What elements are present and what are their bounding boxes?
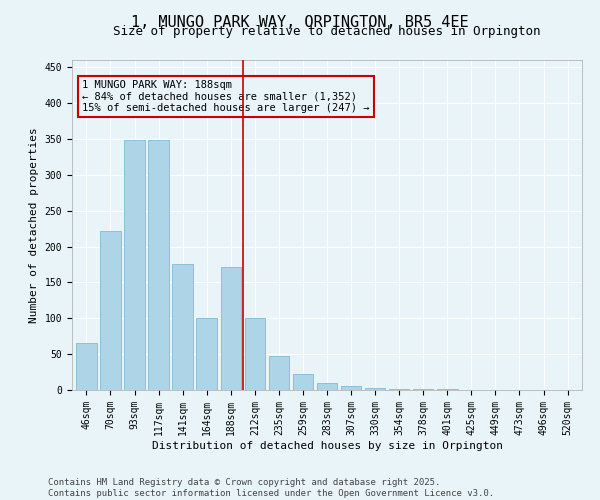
Bar (124, 140, 145, 390)
Bar (269, 356, 289, 390)
Bar (293, 374, 313, 390)
Bar (100, 230, 121, 390)
X-axis label: Distribution of detached houses by size in Orpington: Distribution of detached houses by size … (151, 440, 503, 450)
Y-axis label: Number of detached properties: Number of detached properties (29, 127, 39, 323)
Bar (389, 388, 409, 390)
Bar (245, 318, 265, 390)
Text: Contains HM Land Registry data © Crown copyright and database right 2025.
Contai: Contains HM Land Registry data © Crown c… (48, 478, 494, 498)
Text: 1 MUNGO PARK WAY: 188sqm
← 84% of detached houses are smaller (1,352)
15% of sem: 1 MUNGO PARK WAY: 188sqm ← 84% of detach… (82, 80, 370, 113)
Text: 1, MUNGO PARK WAY, ORPINGTON, BR5 4EE: 1, MUNGO PARK WAY, ORPINGTON, BR5 4EE (131, 15, 469, 30)
Bar (341, 386, 361, 390)
Bar (317, 383, 337, 390)
Bar (365, 388, 385, 390)
Title: Size of property relative to detached houses in Orpington: Size of property relative to detached ho… (113, 25, 541, 38)
Bar (172, 264, 193, 390)
Bar (196, 318, 217, 390)
Bar (221, 266, 241, 390)
Bar (148, 140, 169, 390)
Bar (76, 344, 97, 390)
